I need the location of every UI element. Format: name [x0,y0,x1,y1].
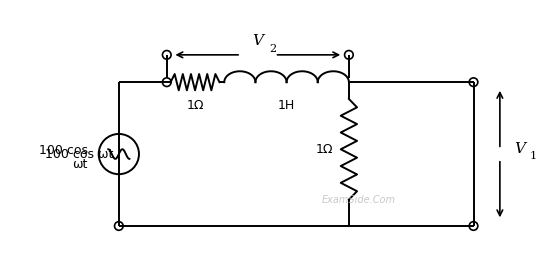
Text: V: V [252,34,263,48]
Text: 1H: 1H [278,99,295,112]
Text: ωt: ωt [73,158,88,171]
Text: 2: 2 [270,44,277,54]
Text: 100 cos: 100 cos [39,144,88,157]
Text: ExamSide.Com: ExamSide.Com [321,195,396,205]
Text: 100 cos ωt: 100 cos ωt [45,148,113,161]
Text: V: V [515,142,526,156]
Text: 1: 1 [530,152,537,161]
Text: 1Ω: 1Ω [315,143,333,156]
Text: 1Ω: 1Ω [186,99,204,112]
